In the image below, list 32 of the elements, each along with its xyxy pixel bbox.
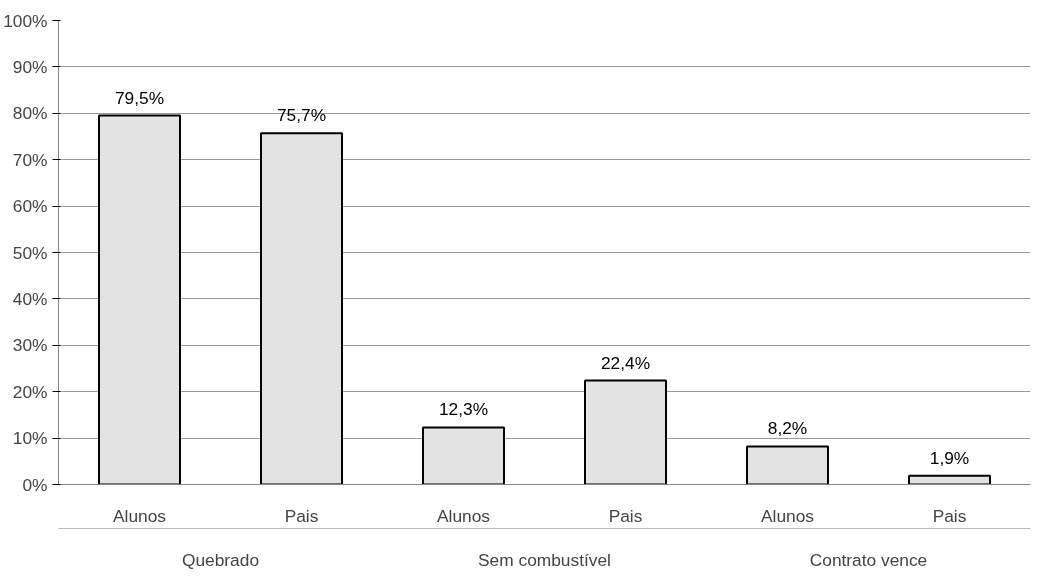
y-tick-label: 100% [3, 10, 48, 31]
bar [98, 114, 181, 485]
bar [260, 132, 343, 485]
y-tick-label: 30% [12, 335, 48, 356]
data-label: 22,4% [600, 352, 651, 373]
x-tick-label: Alunos [113, 505, 167, 526]
y-tick-label: 60% [12, 196, 48, 217]
bar [908, 474, 991, 485]
x-tick-label: Pais [932, 505, 967, 526]
bar [422, 426, 505, 485]
data-label: 8,2% [767, 418, 808, 439]
y-tick-label: 50% [12, 242, 48, 263]
y-tick-label: 90% [12, 56, 48, 77]
x-tick-label: Pais [284, 505, 319, 526]
data-label: 75,7% [276, 105, 327, 126]
y-tick-label: 40% [12, 288, 48, 309]
y-tick-label: 20% [12, 381, 48, 402]
text: Contrato vence [809, 549, 928, 570]
bar [584, 379, 667, 485]
y-tick-label: 70% [12, 149, 48, 170]
x-tick-label: Alunos [437, 505, 491, 526]
text: Quebrado [181, 549, 260, 570]
y-tick-label: 10% [12, 428, 48, 449]
text: Sem combustível [478, 549, 611, 570]
data-label: 1,9% [929, 447, 970, 468]
x-tick-label: Pais [608, 505, 643, 526]
y-tick-label: 80% [12, 103, 48, 124]
bar [746, 445, 829, 485]
x-tick-label: Alunos [761, 505, 815, 526]
data-label: 12,3% [438, 399, 489, 420]
y-tick-label: 0% [22, 474, 48, 495]
data-label: 79,5% [114, 87, 165, 108]
